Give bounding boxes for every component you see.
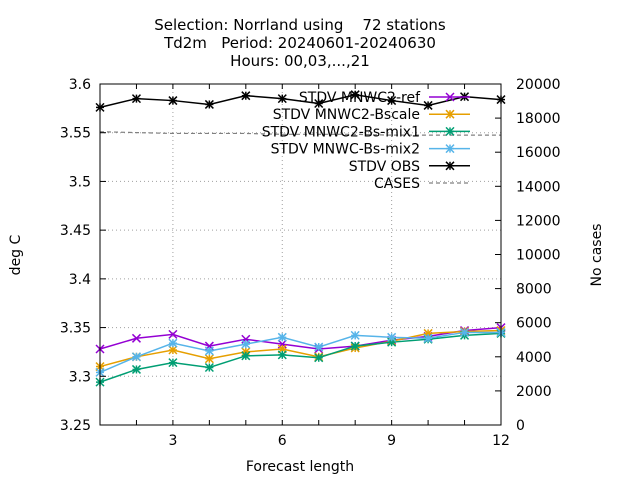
- axis-ticks: 3.25 3.3 3.35 3.4 3.45 3.5 3.55 3.6 0 2000 4000 600…: [60, 77, 561, 449]
- x-tick-label: 3: [168, 433, 177, 449]
- legend-entry: STDV MNWC2-Bscale: [273, 107, 470, 123]
- data-point: [387, 96, 397, 106]
- y2-tick-label: 18000: [516, 111, 561, 127]
- y2-tick-label: 2000: [516, 384, 552, 400]
- y2-tick-label: 4000: [516, 350, 552, 366]
- y-tick-label: 3.6: [69, 77, 91, 93]
- x-tick-label: 6: [278, 433, 287, 449]
- data-point: [168, 338, 178, 348]
- data-point: [350, 341, 360, 351]
- y-tick-label: 3.25: [60, 418, 91, 434]
- series-line: [99, 331, 501, 374]
- legend-entry: STDV MNWC2-Bs-mix1: [262, 124, 470, 140]
- data-point: [423, 100, 433, 110]
- legend-label: STDV OBS: [349, 159, 420, 175]
- legend-label: STDV MNWC2-ref: [299, 90, 421, 106]
- data-point: [314, 342, 324, 352]
- data-point: [277, 332, 287, 342]
- y2-axis-label: No cases: [589, 224, 605, 287]
- data-point: [168, 358, 178, 368]
- y2-tick-label: 6000: [516, 316, 552, 332]
- y-tick-label: 3.55: [60, 126, 91, 142]
- data-point: [241, 339, 251, 349]
- data-point: [423, 333, 433, 343]
- legend-label: STDV MNWC2-Bs-mix1: [262, 124, 420, 140]
- data-point: [350, 90, 360, 100]
- y-tick-label: 3.5: [69, 174, 91, 190]
- data-point: [445, 126, 455, 136]
- data-point: [204, 354, 214, 364]
- y-tick-label: 3.35: [60, 321, 91, 337]
- data-point: [241, 351, 251, 361]
- legend-label: CASES: [374, 176, 420, 192]
- data-point: [168, 96, 178, 106]
- data-point: [131, 352, 141, 362]
- data-point: [445, 92, 455, 102]
- x-tick-label: 12: [492, 433, 510, 449]
- data-point: [445, 161, 455, 171]
- title-line: Td2m Period: 20240601-20240630: [163, 34, 436, 52]
- series-line: [99, 332, 502, 383]
- data-point: [168, 329, 178, 339]
- y-axis-label: deg C: [8, 234, 24, 275]
- data-point: [168, 345, 178, 355]
- y-tick-label: 3.3: [69, 369, 91, 385]
- series-layer: [95, 90, 506, 387]
- title-line: Hours: 00,03,...,21: [230, 52, 370, 70]
- data-point: [314, 353, 324, 363]
- y-tick-label: 3.45: [60, 223, 91, 239]
- y2-tick-label: 14000: [516, 179, 561, 195]
- data-point: [314, 98, 324, 109]
- legend-label: STDV MNWC-Bs-mix2: [271, 142, 420, 158]
- legend-entry: STDV MNWC2-ref: [299, 90, 470, 106]
- data-point: [445, 109, 455, 119]
- series-line: [99, 131, 501, 136]
- data-point: [131, 364, 141, 374]
- grid: [100, 84, 501, 425]
- series-line: [99, 326, 502, 350]
- data-point: [460, 327, 470, 337]
- series-line: [99, 329, 502, 368]
- data-point: [277, 94, 287, 104]
- chart-title: Selection: Norrland using 72 stationsTd2…: [154, 16, 446, 70]
- data-point: [445, 144, 455, 154]
- data-point: [350, 330, 360, 340]
- legend-entry: STDV OBS: [349, 159, 470, 175]
- y2-tick-label: 12000: [516, 213, 561, 229]
- data-point: [241, 91, 251, 101]
- y2-tick-label: 20000: [516, 77, 561, 93]
- x-tick-label: 9: [387, 433, 396, 449]
- legend-entry: STDV MNWC-Bs-mix2: [271, 142, 470, 158]
- data-point: [131, 94, 141, 104]
- x-axis-label: Forecast length: [246, 459, 354, 475]
- y2-tick-label: 16000: [516, 145, 561, 161]
- y2-tick-label: 0: [516, 418, 525, 434]
- series-stdv-mnwc-bs-mix2: [95, 327, 506, 377]
- title-line: Selection: Norrland using 72 stations: [154, 16, 446, 34]
- legend-entry: CASES: [374, 176, 470, 192]
- series-cases: [99, 131, 501, 136]
- data-point: [277, 350, 287, 360]
- series-stdv-mnwc2-bs-mix1: [95, 328, 506, 387]
- data-point: [131, 333, 141, 343]
- legend-label: STDV MNWC2-Bscale: [273, 107, 420, 123]
- data-point: [387, 332, 397, 342]
- series-line: [99, 93, 502, 109]
- y2-tick-label: 10000: [516, 248, 561, 264]
- data-point: [204, 346, 214, 356]
- data-point: [204, 362, 214, 373]
- y2-tick-label: 8000: [516, 282, 552, 298]
- y-tick-label: 3.4: [69, 272, 91, 288]
- data-point: [204, 99, 214, 109]
